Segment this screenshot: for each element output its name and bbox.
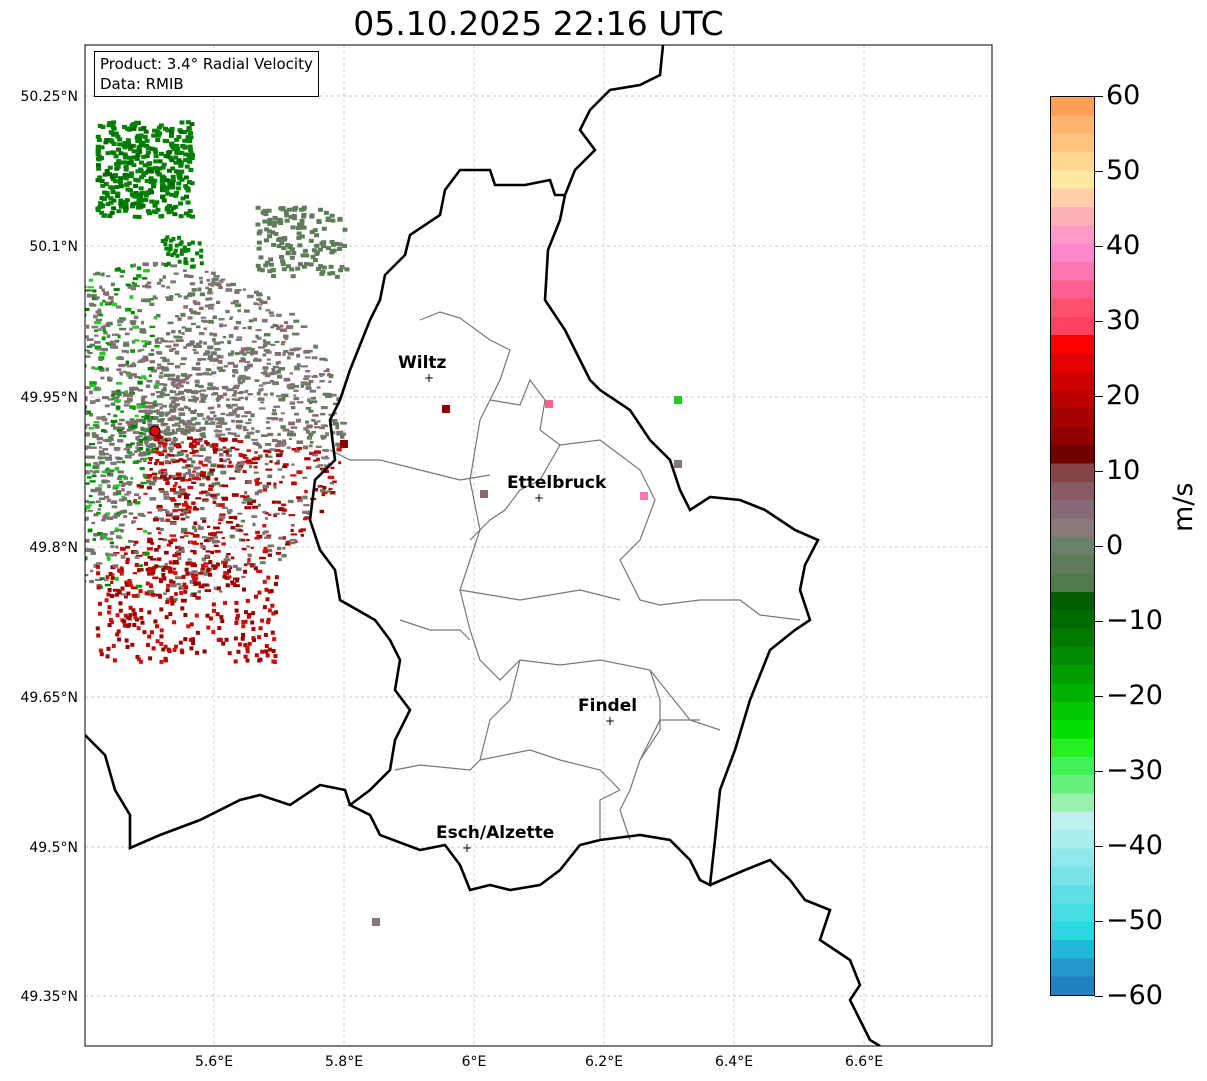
city-label: Findel [578,696,637,716]
colorbar-tick [1095,921,1103,922]
country-border-belgium-france [85,734,352,850]
lat-tick-label: 50.25°N [20,89,78,105]
city-marker: + [424,371,434,385]
colorbar-tick-label: 40 [1106,230,1141,261]
colorbar-tick-label: −20 [1106,680,1163,711]
lat-tick-label: 49.35°N [20,989,78,1005]
colorbar-tick-label: 0 [1106,530,1124,561]
colorbar-tick [1095,171,1103,172]
colorbar-tick [1095,771,1103,772]
colorbar-tick [1095,696,1103,697]
lat-tick-label: 49.95°N [20,390,78,406]
lat-tick-label: 50.1°N [29,239,78,255]
colorbar-tick [1095,546,1103,547]
city-marker: + [534,491,544,505]
colorbar-tick-label: −60 [1106,980,1163,1011]
colorbar-tick [1095,396,1103,397]
colorbar-tick-label: 20 [1106,380,1141,411]
product-info-box: Product: 3.4° Radial Velocity Data: RMIB [94,51,319,97]
lat-tick-label: 49.5°N [29,840,78,856]
city-labels: Wiltz + Ettelbruck + Findel + Esch/Alzet… [398,353,637,855]
colorbar-tick [1095,321,1103,322]
lon-tick-label: 6.4°E [715,1054,753,1070]
city-label: Wiltz [398,353,447,373]
colorbar-tick-label: 30 [1106,305,1141,336]
colorbar-tick [1095,846,1103,847]
product-label: Product: 3.4° Radial Velocity [100,55,313,73]
colorbar-tick-label: −40 [1106,830,1163,861]
velocity-colorbar [1050,96,1095,996]
country-border-luxembourg [308,168,820,892]
data-source-label: Data: RMIB [100,75,184,93]
country-border-belgium-germany [563,45,665,196]
lon-tick-label: 6.6°E [845,1054,883,1070]
radar-echoes [85,120,682,926]
gridlines [85,45,992,1046]
lon-tick-label: 6.2°E [585,1054,623,1070]
colorbar-tick [1095,621,1103,622]
colorbar-tick [1095,471,1103,472]
lon-tick-label: 6°E [462,1054,487,1070]
colorbar-tick-label: 60 [1106,80,1141,111]
colorbar-tick-label: 50 [1106,155,1141,186]
radar-site-marker [149,425,161,437]
lon-tick-label: 5.6°E [195,1054,233,1070]
city-label: Ettelbruck [507,473,607,493]
colorbar-tick [1095,996,1103,997]
country-border-france-germany [709,858,881,1046]
map-title: 05.10.2025 22:16 UTC [353,4,724,43]
lat-tick-label: 49.8°N [29,540,78,556]
canton-boundaries [329,311,801,841]
lon-tick-label: 5.8°E [325,1054,363,1070]
colorbar-tick-label: −50 [1106,905,1163,936]
city-marker: + [462,841,472,855]
colorbar-tick-label: 10 [1106,455,1141,486]
city-label: Esch/Alzette [436,823,554,843]
colorbar-tick [1095,246,1103,247]
city-marker: + [605,714,615,728]
colorbar-unit: m/s [1168,482,1199,532]
colorbar-tick-label: −30 [1106,755,1163,786]
colorbar-tick-label: −10 [1106,605,1163,636]
colorbar-tick [1095,96,1103,97]
lat-tick-label: 49.65°N [20,690,78,706]
